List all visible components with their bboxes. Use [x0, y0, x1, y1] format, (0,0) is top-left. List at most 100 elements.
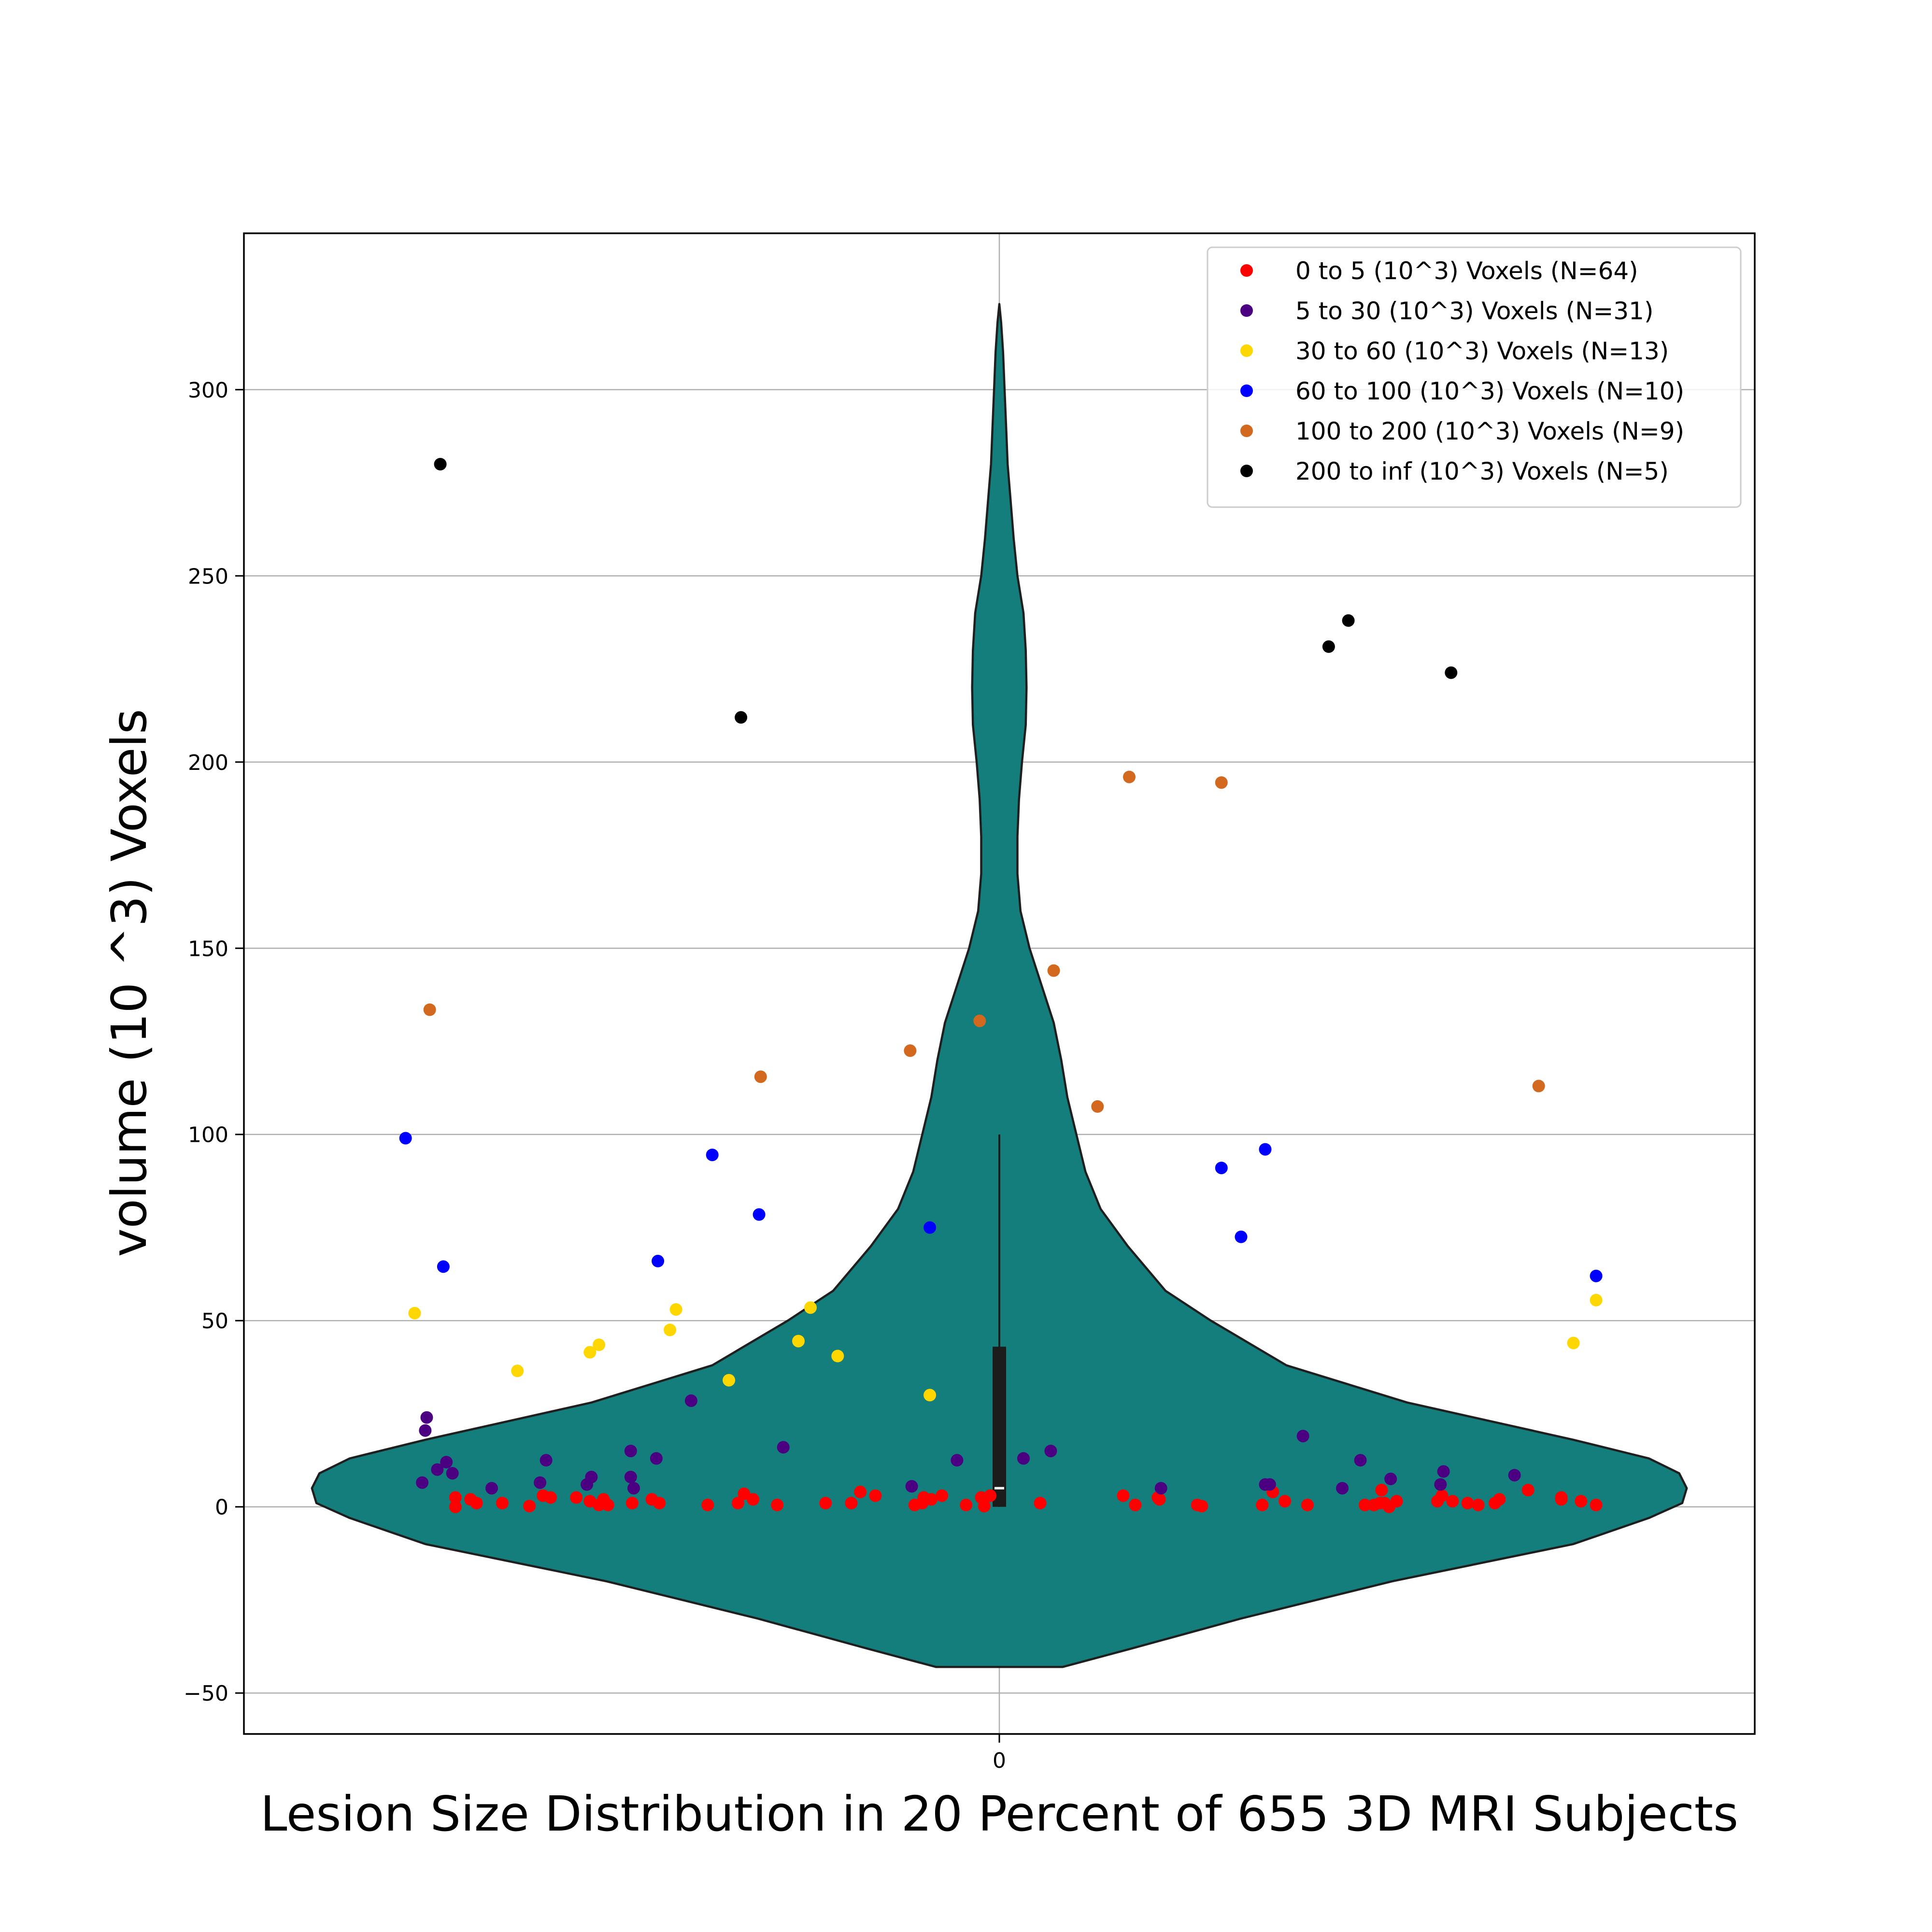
- data-point: [1091, 1100, 1104, 1113]
- data-point: [420, 1411, 433, 1424]
- violin-iqr-box: [993, 1347, 1006, 1507]
- data-point: [423, 1003, 436, 1016]
- data-point: [951, 1454, 964, 1467]
- data-point: [1575, 1495, 1588, 1508]
- data-point: [1322, 640, 1335, 653]
- data-point: [585, 1471, 598, 1483]
- data-point: [1259, 1143, 1272, 1156]
- data-point: [446, 1467, 459, 1480]
- legend-label: 30 to 60 (10^3) Voxels (N=13): [1295, 337, 1669, 365]
- data-point: [408, 1307, 421, 1320]
- data-point: [669, 1303, 682, 1316]
- data-point: [1129, 1498, 1142, 1511]
- data-point: [854, 1485, 867, 1498]
- data-point: [1437, 1465, 1450, 1478]
- data-point: [399, 1132, 412, 1145]
- data-point: [923, 1221, 937, 1234]
- data-point: [1435, 1489, 1449, 1502]
- data-point: [1384, 1472, 1397, 1485]
- data-point: [624, 1445, 637, 1458]
- legend: 0 to 5 (10^3) Voxels (N=64) 5 to 30 (10^3…: [1207, 246, 1742, 508]
- legend-label: 60 to 100 (10^3) Voxels (N=10): [1295, 377, 1684, 405]
- data-point: [1296, 1430, 1309, 1443]
- data-point: [1044, 1445, 1057, 1458]
- data-point: [819, 1497, 832, 1509]
- x-axis-title: Lesion Size Distribution in 20 Percent o…: [260, 1786, 1738, 1842]
- data-point: [544, 1491, 557, 1504]
- data-point: [1521, 1484, 1534, 1496]
- data-point: [540, 1454, 553, 1467]
- data-point: [1472, 1498, 1485, 1511]
- data-point: [511, 1364, 524, 1378]
- data-point: [1567, 1336, 1580, 1350]
- data-point: [431, 1463, 444, 1476]
- data-point: [624, 1471, 637, 1483]
- data-point: [1195, 1500, 1208, 1513]
- data-point: [1590, 1498, 1603, 1511]
- data-point: [597, 1493, 610, 1506]
- data-point: [1508, 1469, 1521, 1482]
- data-point: [869, 1489, 882, 1502]
- data-point: [534, 1476, 547, 1489]
- data-point: [771, 1498, 784, 1511]
- data-point: [1434, 1478, 1447, 1491]
- legend-marker: [1240, 344, 1253, 357]
- data-point: [1359, 1498, 1371, 1511]
- data-point: [1378, 1497, 1391, 1509]
- data-point: [523, 1500, 536, 1513]
- data-point: [905, 1480, 918, 1493]
- data-point: [1555, 1493, 1568, 1506]
- data-point: [1256, 1498, 1269, 1511]
- data-point: [652, 1254, 665, 1267]
- data-point: [731, 1497, 744, 1509]
- data-point: [1390, 1495, 1403, 1508]
- data-point: [449, 1491, 462, 1504]
- data-point: [684, 1394, 697, 1407]
- data-point: [804, 1301, 817, 1314]
- data-point: [1154, 1482, 1167, 1495]
- data-point: [754, 1070, 767, 1083]
- data-point: [1493, 1493, 1506, 1506]
- scatter-points: [399, 458, 1603, 1513]
- legend-marker: [1240, 264, 1253, 277]
- x-axis: 0: [993, 1734, 1006, 1773]
- y-tick-label: 100: [188, 1123, 228, 1148]
- data-point: [1532, 1080, 1545, 1093]
- data-point: [645, 1493, 658, 1506]
- data-point: [792, 1335, 805, 1348]
- y-tick-label: 50: [201, 1309, 228, 1334]
- data-point: [701, 1498, 714, 1511]
- data-point: [936, 1489, 949, 1502]
- data-point: [1354, 1454, 1367, 1467]
- data-point: [1279, 1495, 1292, 1508]
- legend-label: 5 to 30 (10^3) Voxels (N=31): [1295, 297, 1654, 325]
- data-point: [753, 1208, 766, 1221]
- legend-label: 100 to 200 (10^3) Voxels (N=9): [1295, 417, 1684, 445]
- data-point: [1301, 1498, 1314, 1511]
- data-point: [960, 1498, 973, 1511]
- data-point: [1336, 1482, 1349, 1495]
- data-point: [1445, 666, 1458, 679]
- data-point: [723, 1374, 736, 1387]
- data-point: [1047, 964, 1060, 977]
- data-point: [738, 1487, 751, 1500]
- data-point: [419, 1424, 432, 1437]
- data-point: [923, 1389, 937, 1402]
- data-point: [625, 1497, 639, 1509]
- violin-body: [311, 303, 1688, 1668]
- y-tick-label: 300: [188, 378, 228, 403]
- y-tick-label: 150: [188, 937, 228, 961]
- data-point: [437, 1260, 450, 1273]
- data-point: [449, 1500, 462, 1513]
- data-point: [664, 1323, 677, 1336]
- data-point: [1375, 1484, 1388, 1496]
- data-point: [496, 1497, 509, 1509]
- data-point: [978, 1500, 991, 1513]
- y-tick-label: 200: [188, 751, 228, 775]
- data-point: [917, 1491, 930, 1504]
- data-point: [1123, 770, 1136, 783]
- data-point: [831, 1350, 844, 1363]
- data-point: [1342, 614, 1355, 627]
- data-point: [434, 458, 447, 470]
